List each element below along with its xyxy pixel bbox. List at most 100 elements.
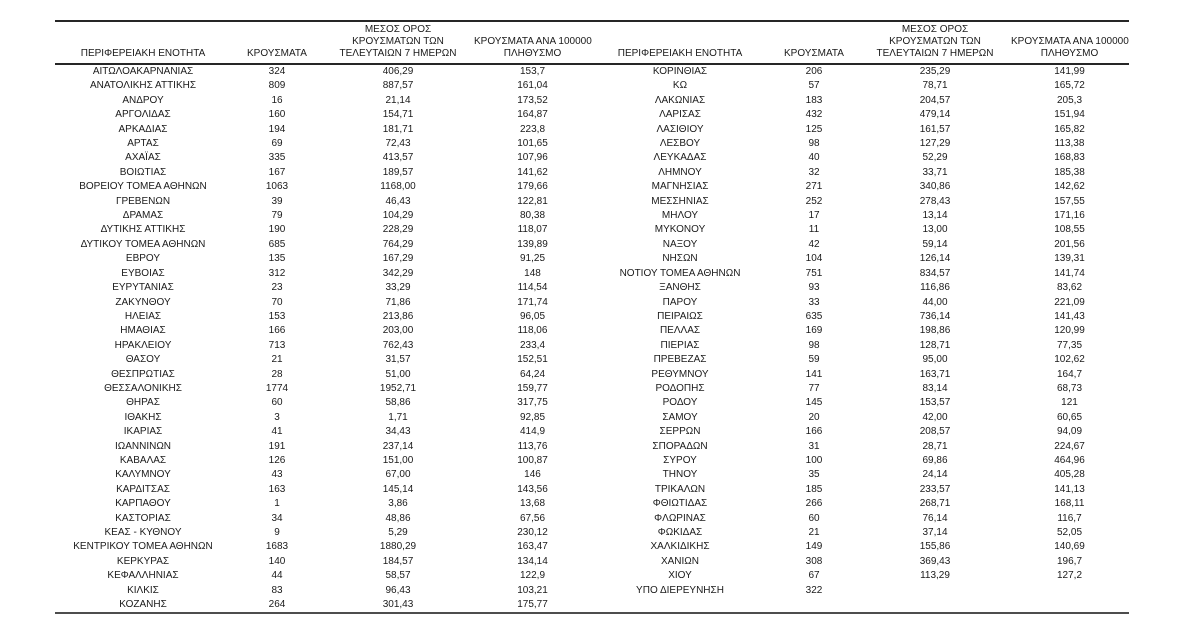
left-region-cell: ΚΕΑΣ - ΚΥΘΝΟΥ (104, 527, 182, 538)
left-region-header: ΠΕΡΙΦΕΡΕΙΑΚΗ ΕΝΟΤΗΤΑ (55, 21, 231, 65)
table-row: ΒΟΡΕΙΟΥ ΤΟΜΕΑ ΑΘΗΝΩΝ 1063 1168,00 179,66 ΜΑΓ… (55, 180, 1129, 194)
left-avg7-cell: 48,86 (385, 512, 411, 524)
left-cases-cell: 190 (268, 224, 286, 236)
right-region-cell: ΛΑΚΩΝΙΑΣ (654, 94, 706, 106)
right-avg7-cell: 235,29 (919, 66, 951, 77)
left-cases-cell: 713 (268, 339, 286, 351)
right-region-cell: ΧΑΝΙΩΝ (660, 555, 700, 567)
table-row: ΗΛΕΙΑΣ 153 213,86 96,05 ΠΕΙΡΑΙΩΣ 635 736,14 141… (55, 310, 1129, 324)
header-line: ΠΛΗΘΥΣΜΟ (503, 48, 562, 59)
right-region-cell: ΠΡΕΒΕΖΑΣ (653, 354, 707, 366)
left-per100k-cell: 173,52 (517, 94, 548, 106)
right-region-cell: ΜΕΣΣΗΝΙΑΣ (651, 195, 709, 207)
left-cases-cell: 34 (271, 512, 283, 524)
left-cases-cell: 21 (271, 354, 283, 366)
header-line: ΚΡΟΥΣΜΑΤΑ ΑΝΑ 100000 (1011, 36, 1129, 47)
left-avg7-cell: 189,57 (382, 166, 414, 178)
right-region-cell: ΣΕΡΡΩΝ (659, 426, 701, 438)
left-region-cell: ΕΒΡΟΥ (125, 253, 161, 265)
left-cases-cell: 60 (271, 397, 283, 409)
left-avg7-cell: 58,86 (385, 397, 411, 409)
table-row: ΚΕΑΣ - ΚΥΘΝΟΥ 9 5,29 230,12 ΦΩΚΙΔΑΣ 21 37,14 52… (55, 526, 1129, 540)
left-region-cell: ΚΑΛΥΜΝΟΥ (115, 469, 171, 481)
left-region-cell: ΗΛΕΙΑΣ (124, 310, 162, 322)
left-per100k-cell: 152,51 (517, 354, 548, 366)
left-per100k-cell: 141,62 (517, 166, 548, 178)
right-region-cell: ΜΑΓΝΗΣΙΑΣ (651, 181, 709, 193)
right-avg7-cell: 116,86 (920, 282, 950, 294)
table-row: ΚΑΣΤΟΡΙΑΣ 34 48,86 67,56 ΦΛΩΡΙΝΑΣ 60 76,14 116,… (55, 512, 1129, 526)
right-per100k-cell: 140,69 (1054, 541, 1085, 553)
right-per100k-cell: 151,94 (1054, 109, 1085, 121)
right-avg7-cell: 161,57 (919, 123, 951, 135)
right-cases-cell: 322 (805, 584, 823, 596)
right-region-cell: ΣΠΟΡΑΔΩΝ (652, 440, 708, 452)
right-per100k-cell: 141,99 (1054, 66, 1085, 77)
right-region-cell: ΛΑΡΙΣΑΣ (659, 109, 701, 121)
table-row: ΗΜΑΘΙΑΣ 166 203,00 118,06 ΠΕΛΛΑΣ 169 198,86 120… (55, 324, 1129, 338)
left-per100k-cell: 118,07 (517, 224, 548, 236)
left-per100k-cell: 122,9 (519, 570, 546, 582)
left-per100k-cell: 143,56 (517, 483, 548, 495)
left-avg7-cell: 21,14 (385, 94, 411, 106)
table-row: ΑΡΚΑΔΙΑΣ 194 181,71 223,8 ΛΑΣΙΘΙΟΥ 125 161,57 1… (55, 123, 1129, 137)
header-line: ΜΕΣΟΣ ΟΡΟΣ (901, 24, 969, 35)
left-avg7-cell: 145,14 (382, 483, 414, 495)
right-per100k-cell: 120,99 (1054, 325, 1085, 337)
left-per100k-header: ΚΡΟΥΣΜΑΤΑ ΑΝΑ 100000 ΠΛΗΘΥΣΜΟ (473, 21, 592, 65)
right-cases-cell: 67 (808, 570, 820, 582)
right-region-cell: ΜΥΚΟΝΟΥ (654, 224, 706, 236)
left-per100k-cell: 91,25 (519, 253, 546, 265)
left-cases-cell: 9 (274, 527, 280, 538)
right-avg7-cell: 52,29 (922, 152, 948, 164)
left-region-cell: ΑΡΤΑΣ (127, 138, 159, 150)
right-per100k-cell: 116,7 (1057, 512, 1082, 524)
table-row: ΑΧΑΪΑΣ 335 413,57 107,96 ΛΕΥΚΑΔΑΣ 40 52,29 168,… (55, 151, 1129, 165)
right-region-cell: ΜΗΛΟΥ (661, 210, 699, 222)
left-per100k-cell: 122,81 (517, 195, 548, 207)
right-region-cell: ΛΕΥΚΑΔΑΣ (653, 152, 707, 164)
right-cases-cell: 266 (805, 498, 823, 510)
right-per100k-cell: 224,67 (1054, 440, 1085, 452)
table-row: ΙΘΑΚΗΣ 3 1,71 92,85 ΣΑΜΟΥ 20 42,00 60,65 (55, 411, 1129, 425)
right-per100k-cell: 165,82 (1054, 123, 1085, 135)
left-avg7-cell: 764,29 (382, 238, 414, 250)
right-cases-cell: 60 (808, 512, 820, 524)
left-cases-cell: 70 (271, 296, 283, 308)
right-avg7-cell: 204,57 (919, 94, 951, 106)
right-avg7-cell: 834,57 (919, 267, 951, 279)
right-cases-cell: 183 (805, 94, 823, 106)
left-region-cell: ΚΕΦΑΛΛΗΝΙΑΣ (107, 570, 179, 582)
right-avg7-cell (860, 598, 1010, 613)
right-per100k-cell: 141,13 (1054, 483, 1085, 495)
left-cases-cell: 809 (268, 80, 286, 92)
left-region-cell: ΚΕΡΚΥΡΑΣ (116, 555, 170, 567)
left-region-cell: ΑΝΔΡΟΥ (122, 94, 164, 106)
right-per100k-cell: 464,96 (1054, 454, 1085, 466)
table-row: ΙΩΑΝΝΙΝΩΝ 191 237,14 113,76 ΣΠΟΡΑΔΩΝ 31 28,71 2… (55, 440, 1129, 454)
left-per100k-cell: 139,89 (517, 238, 548, 250)
right-per100k-cell: 196,7 (1056, 555, 1083, 567)
right-cases-cell: 11 (808, 224, 820, 236)
right-region-cell: ΝΟΤΙΟΥ ΤΟΜΕΑ ΑΘΗΝΩΝ (619, 267, 741, 279)
right-region-cell: ΛΗΜΝΟΥ (658, 166, 702, 178)
right-region-cell: ΣΑΜΟΥ (662, 411, 698, 423)
left-region-cell: ΚΙΛΚΙΣ (127, 584, 159, 596)
left-per100k-cell: 101,65 (517, 138, 548, 150)
left-cases-cell: 167 (268, 166, 286, 178)
table-row: ΙΚΑΡΙΑΣ 41 34,43 414,9 ΣΕΡΡΩΝ 166 208,57 94,09 (55, 425, 1129, 439)
right-region-cell: ΠΙΕΡΙΑΣ (660, 339, 700, 351)
left-cases-cell: 39 (271, 195, 283, 207)
left-avg7-cell: 31,57 (385, 354, 411, 366)
left-region-cell: ΘΕΣΣΑΛΟΝΙΚΗΣ (104, 382, 182, 394)
right-per100k-cell: 77,35 (1056, 339, 1083, 351)
right-region-cell: ΝΗΣΩΝ (662, 253, 698, 265)
left-region-cell: ΚΟΖΑΝΗΣ (119, 599, 167, 611)
right-region-cell: ΧΙΟΥ (668, 570, 692, 582)
right-avg7-cell: 13,00 (922, 224, 948, 236)
left-region-cell: ΕΥΡΥΤΑΝΙΑΣ (112, 282, 174, 294)
left-per100k-cell: 64,24 (519, 368, 546, 380)
right-per100k-cell: 68,73 (1056, 382, 1083, 394)
right-per100k-cell: 142,62 (1054, 181, 1085, 193)
